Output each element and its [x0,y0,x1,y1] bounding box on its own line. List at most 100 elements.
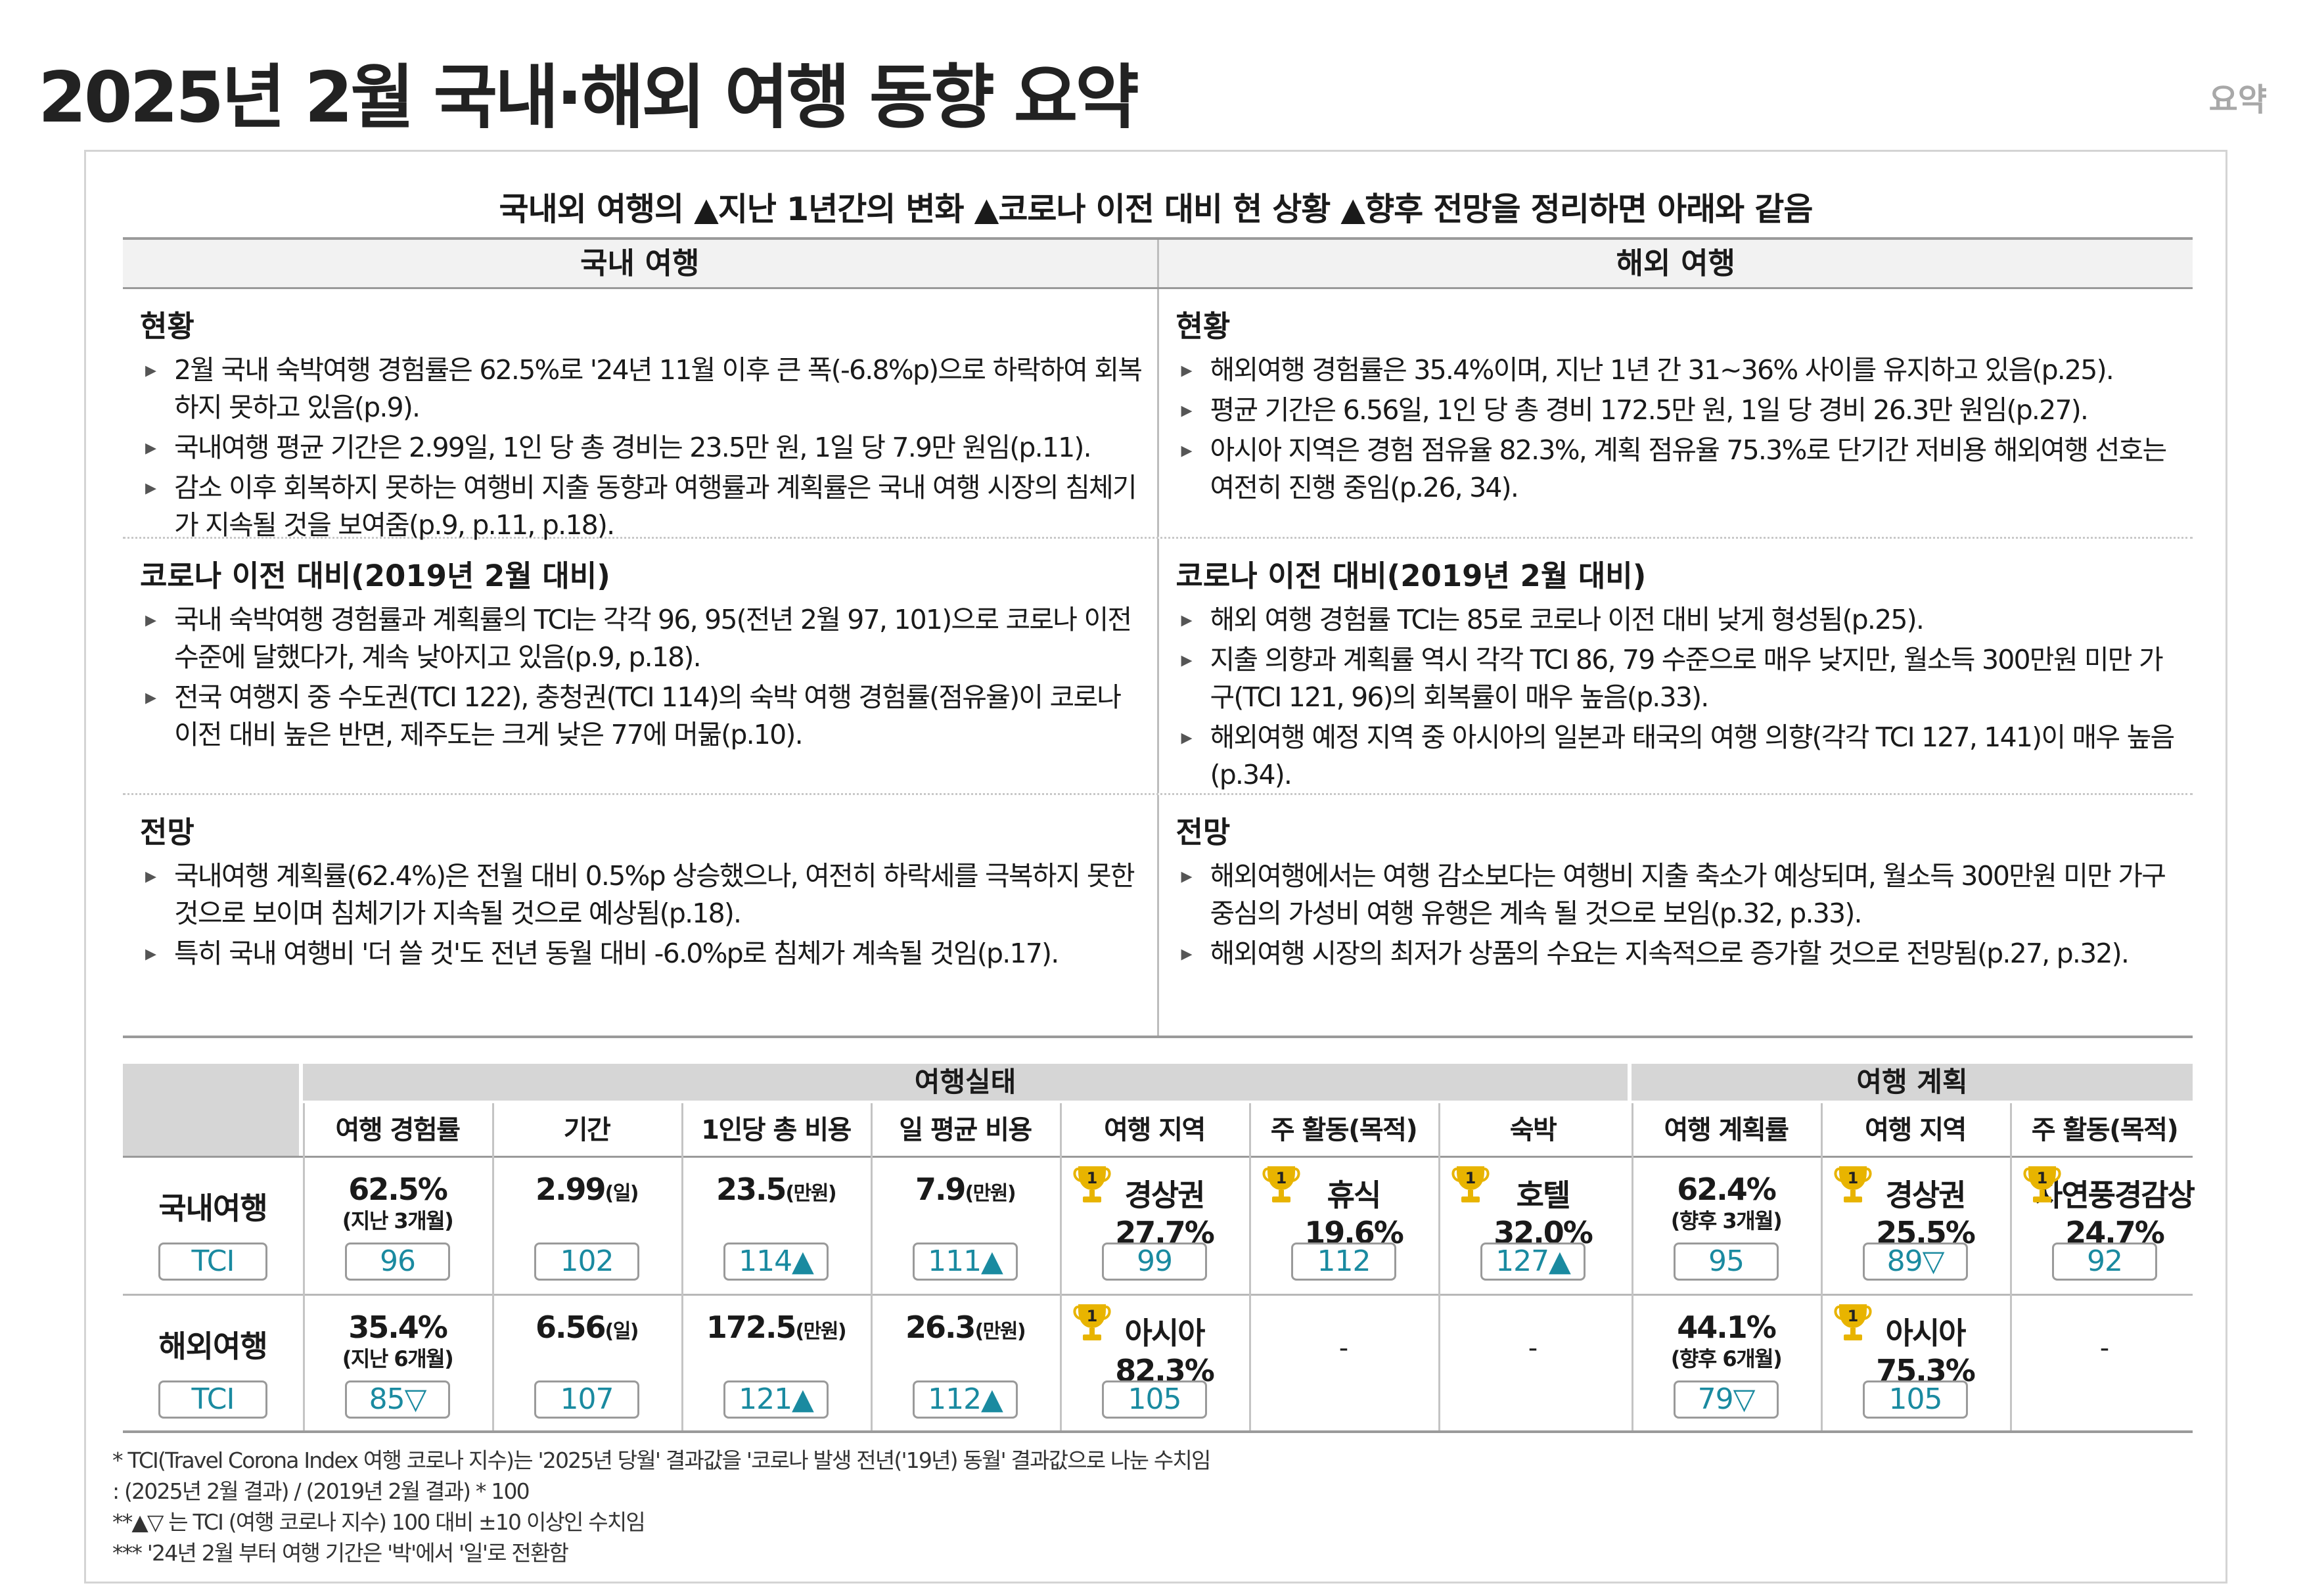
column-divider [492,1103,494,1430]
summary-cell-domestic: 코로나 이전 대비(2019년 2월 대비) 국내 숙박여행 경험률과 계획률의 … [123,539,1159,793]
value-cell: 호텔 32.0% [1458,1172,1628,1250]
value-main: 호텔 [1458,1172,1628,1215]
column-header: 1인당 총 비용 [701,1115,852,1145]
value-main: 62.4% [1632,1172,1821,1207]
tci-value-box: 99 [1102,1243,1207,1281]
tci-value: 102 [560,1244,614,1278]
bullet-item: 해외여행 예정 지역 중 아시아의 일본과 태국의 여행 의향(각각 TCI 1… [1176,719,2183,794]
trophy-icon: 1 [1834,1304,1872,1340]
section-title: 현황 [140,309,194,344]
bullet-item: 2월 국내 숙박여행 경험률은 62.5%로 '24년 11월 이후 큰 폭(-… [140,352,1147,426]
trophy-icon: 1 [1451,1166,1490,1202]
rank-badge: 1 [1465,1169,1476,1187]
value-sub: (지난 3개월) [342,1208,454,1233]
value-main: 경상권 [1840,1172,2010,1215]
value-sub: 32.0% [1494,1215,1593,1250]
tci-value-box: 85▽ [345,1380,450,1419]
summary-row: 코로나 이전 대비(2019년 2월 대비) 국내 숙박여행 경험률과 계획률의 … [123,539,2193,795]
bullet-item: 해외 여행 경험률 TCI는 85로 코로나 이전 대비 낮게 형성됨(p.25… [1176,601,2183,639]
section-title: 코로나 이전 대비(2019년 2월 대비) [1175,559,1647,593]
section-title: 현황 [1175,309,1231,344]
header-overseas: 해외 여행 [1616,246,1735,281]
tci-value: 89▽ [1886,1244,1945,1278]
bullet-list: 해외여행 경험률은 35.4%이며, 지난 1년 간 31~36% 사이를 유지… [1176,352,2183,507]
footnote-line: * TCI(Travel Corona Index 여행 코로나 지수)는 '2… [112,1448,1211,1473]
summary-cell-overseas: 코로나 이전 대비(2019년 2월 대비) 해외 여행 경험률 TCI는 85로… [1159,539,2193,793]
summary-cell-overseas: 전망해외여행에서는 여행 감소보다는 여행비 지출 축소가 예상되며, 월소득 … [1159,795,2193,1036]
value-sub: (향후 3개월) [1670,1208,1783,1233]
footnote-line: *** '24년 2월 부터 여행 기간은 '박'에서 '일'로 전환함 [112,1540,569,1566]
value-number: 자연풍경감상 [2035,1177,2195,1213]
value-main: 23.5(만원) [681,1172,871,1207]
column-header: 일 평균 비용 [899,1115,1032,1145]
tci-value-box: 111▲ [913,1243,1018,1281]
value-cell: 26.3(만원) [871,1310,1060,1345]
rank-badge: 1 [1087,1169,1098,1187]
rank-badge: 1 [1276,1169,1287,1187]
bullet-item: 국내여행 계획률(62.4%)은 전월 대비 0.5%p 상승했으나, 여전히 … [140,857,1147,932]
value-main: 44.1% [1632,1310,1821,1345]
value-number: 경상권 [1124,1177,1206,1213]
value-cell: 23.5(만원) [681,1172,871,1207]
group-header-plan: 여행 계획 [1632,1064,2193,1101]
value-number: 62.5% [348,1172,448,1207]
tci-value: 112▲ [928,1382,1003,1416]
tci-value-box: 114▲ [723,1243,829,1281]
header-domestic: 국내 여행 [123,240,1159,287]
table-rule [123,1294,2193,1296]
tci-value: 85▽ [369,1382,427,1416]
trophy-icon: 1 [1073,1304,1111,1340]
value-main: 경상권 [1080,1172,1249,1215]
table-rule [123,1430,2193,1433]
row-label: 해외여행 [158,1329,267,1364]
column-divider [1821,1103,1823,1430]
value-number: 44.1% [1677,1310,1777,1345]
section-title: 코로나 이전 대비(2019년 2월 대비) [140,559,610,593]
intro-sentence: 국내외 여행의 ▲지난 1년간의 변화 ▲코로나 이전 대비 현 상황 ▲향후 … [499,191,1814,228]
column-header: 여행 지역 [1104,1115,1206,1145]
rank-badge: 1 [1848,1307,1859,1325]
tci-value: 114▲ [739,1244,814,1278]
column-divider [1632,1103,1633,1430]
value-sub: 75.3% [1876,1353,1976,1388]
tci-value-box: 105 [1863,1380,1968,1419]
summary-cell-overseas: 현황해외여행 경험률은 35.4%이며, 지난 1년 간 31~36% 사이를 … [1159,289,2193,537]
value-sub: (향후 6개월) [1670,1346,1783,1371]
column-divider [2010,1103,2012,1430]
value-main: 35.4% [303,1310,492,1345]
value-cell: 6.56(일) [492,1310,681,1345]
tci-value: 79▽ [1697,1382,1756,1416]
column-header: 여행 계획률 [1664,1115,1789,1145]
tci-value-box: 79▽ [1674,1380,1779,1419]
value-number: 26.3 [905,1310,976,1345]
tci-value: 107 [560,1382,614,1416]
tci-label-box: TCI [158,1380,267,1419]
column-header: 기간 [563,1115,611,1145]
bullet-item: 지출 의향과 계획률 역시 각각 TCI 86, 79 수준으로 매우 낮지만,… [1176,641,2183,716]
rank-badge: 1 [1848,1169,1859,1187]
tci-value: 105 [1128,1382,1182,1416]
tci-value: 92 [2087,1244,2123,1278]
bullet-list: 해외 여행 경험률 TCI는 85로 코로나 이전 대비 낮게 형성됨(p.25… [1176,601,2183,794]
bullet-item: 해외여행에서는 여행 감소보다는 여행비 지출 축소가 예상되며, 월소득 30… [1176,857,2183,932]
value-cell: 35.4% (지난 6개월) [303,1310,492,1373]
tci-value: 127▲ [1495,1244,1571,1278]
value-cell: 2.99(일) [492,1172,681,1207]
column-header: 숙박 [1509,1115,1557,1145]
value-sub: 82.3% [1115,1353,1215,1388]
section-title: 전망 [140,815,194,850]
tci-value-box: 89▽ [1863,1243,1968,1281]
summary-row: 전망국내여행 계획률(62.4%)은 전월 대비 0.5%p 상승했으나, 여전… [123,795,2193,1038]
tci-value-box: 95 [1674,1243,1779,1281]
value-number: 아시아 [1885,1315,1967,1351]
bullet-list: 해외여행에서는 여행 감소보다는 여행비 지출 축소가 예상되며, 월소득 30… [1176,857,2183,972]
value-sub: 27.7% [1115,1215,1215,1250]
bullet-item: 국내여행 평균 기간은 2.99일, 1인 당 총 경비는 23.5만 원, 1… [140,429,1147,467]
rank-badge: 1 [2037,1169,2048,1187]
summary-header: 국내 여행 해외 여행 [123,240,2193,289]
value-unit: (만원) [795,1320,846,1343]
table-corner [123,1064,299,1156]
column-divider [1438,1103,1440,1430]
tci-value: 121▲ [739,1382,814,1416]
tci-value-box: 96 [345,1243,450,1281]
